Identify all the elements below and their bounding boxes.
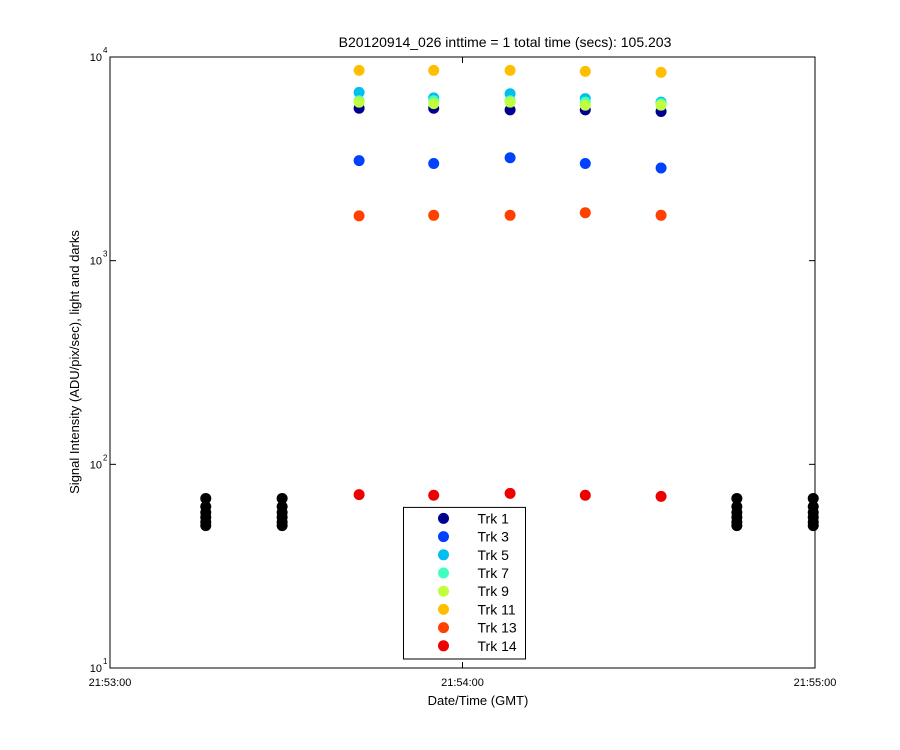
data-point bbox=[276, 520, 288, 532]
legend-marker bbox=[438, 622, 449, 634]
legend-marker bbox=[438, 549, 449, 561]
legend-label: Trk 9 bbox=[478, 583, 510, 599]
data-point bbox=[504, 209, 516, 221]
legend-label: Trk 14 bbox=[478, 638, 517, 654]
data-point bbox=[504, 104, 516, 116]
legend-marker bbox=[438, 585, 449, 597]
data-point bbox=[655, 99, 667, 111]
legend-box bbox=[403, 506, 526, 660]
chart-title: B20120914_026 inttime = 1 total time (se… bbox=[339, 34, 672, 50]
data-point bbox=[579, 157, 591, 169]
y-tick-exponent: 2 bbox=[103, 453, 108, 462]
data-point bbox=[504, 152, 516, 164]
data-point bbox=[428, 489, 440, 501]
data-point bbox=[731, 520, 743, 532]
legend-marker bbox=[438, 512, 449, 524]
x-tick-label: 21:54:00 bbox=[441, 677, 484, 689]
data-point bbox=[807, 520, 819, 532]
legend-label: Trk 1 bbox=[478, 510, 510, 526]
legend-label: Trk 3 bbox=[478, 529, 510, 545]
data-point bbox=[353, 210, 365, 222]
data-point bbox=[200, 492, 212, 504]
data-point bbox=[579, 99, 591, 111]
data-point bbox=[579, 489, 591, 501]
data-point bbox=[353, 96, 365, 108]
data-point bbox=[731, 492, 743, 504]
data-point bbox=[655, 490, 667, 502]
data-point bbox=[428, 98, 440, 110]
y-tick-exponent: 3 bbox=[103, 250, 108, 259]
legend-label: Trk 11 bbox=[478, 601, 516, 617]
data-point bbox=[428, 157, 440, 169]
data-point bbox=[504, 64, 516, 76]
legend-marker bbox=[438, 567, 449, 579]
y-tick-label: 10 bbox=[90, 459, 102, 471]
data-point bbox=[504, 96, 516, 108]
data-point bbox=[655, 162, 667, 174]
y-tick-exponent: 1 bbox=[103, 657, 108, 666]
data-point bbox=[428, 64, 440, 76]
y-tick-exponent: 4 bbox=[103, 46, 108, 55]
data-point bbox=[504, 487, 516, 499]
data-point bbox=[428, 209, 440, 221]
data-point bbox=[807, 492, 819, 504]
data-point bbox=[655, 66, 667, 78]
x-tick-label: 21:53:00 bbox=[89, 677, 132, 689]
data-point bbox=[655, 209, 667, 221]
legend-label: Trk 13 bbox=[478, 620, 517, 636]
data-point bbox=[276, 492, 288, 504]
x-axis-label: Date/Time (GMT) bbox=[428, 693, 529, 708]
data-point bbox=[353, 64, 365, 76]
y-tick-label: 10 bbox=[90, 663, 102, 675]
data-point bbox=[353, 489, 365, 501]
data-point bbox=[353, 86, 365, 98]
legend-label: Trk 5 bbox=[478, 547, 510, 563]
legend-marker bbox=[438, 603, 449, 615]
legend-marker bbox=[438, 531, 449, 543]
y-tick-label: 10 bbox=[90, 256, 102, 268]
legend-marker bbox=[438, 640, 449, 652]
x-tick-label: 21:55:00 bbox=[794, 677, 837, 689]
data-point bbox=[200, 520, 212, 532]
data-point bbox=[579, 65, 591, 77]
legend-label: Trk 7 bbox=[478, 565, 510, 581]
legend: Trk 1 Trk 3 Trk 5 Trk 7 Trk 9 Trk 11 Trk 13 Trk… bbox=[403, 506, 526, 660]
data-point bbox=[579, 207, 591, 219]
data-point bbox=[353, 155, 365, 167]
y-tick-label: 10 bbox=[90, 52, 102, 64]
y-axis-label: Signal Intensity (ADU/pix/sec), light an… bbox=[67, 230, 82, 494]
